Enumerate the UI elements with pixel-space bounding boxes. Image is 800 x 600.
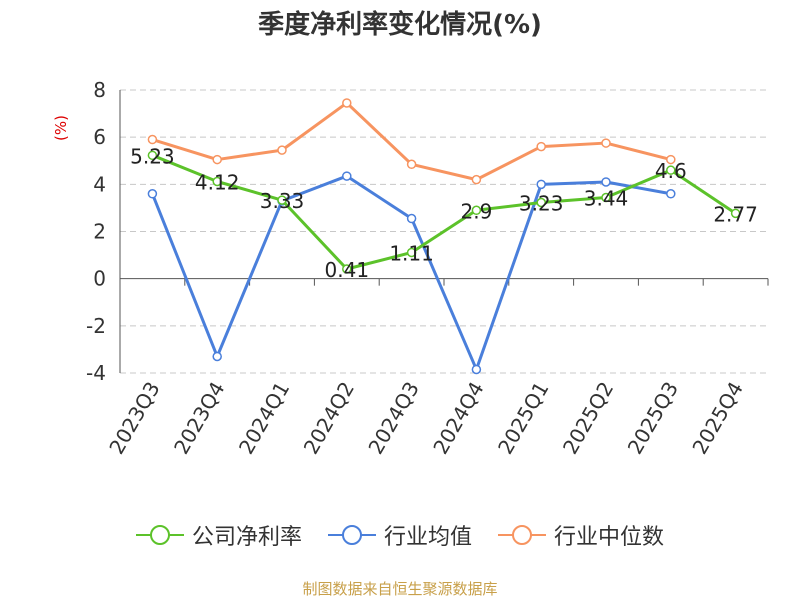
data-point [406, 213, 417, 224]
data-point [666, 165, 676, 175]
data-point [471, 364, 482, 375]
data-label: 4.6 [655, 159, 687, 183]
data-point [601, 192, 611, 203]
data-labels: 5.23 4.12 3.33 0.41 1.11 2.9 3.23 3.44 4.6 2.77 [130, 144, 758, 282]
data-point [342, 98, 352, 108]
y-tick-label: 8 [93, 78, 106, 102]
x-tick-label: 2023Q4 [169, 378, 229, 459]
data-label: 3.44 [584, 187, 629, 211]
data-point [212, 154, 222, 165]
data-point [536, 197, 546, 208]
data-point [342, 264, 352, 274]
y-tick-label: 2 [93, 220, 106, 244]
legend-item-industry-median[interactable]: 行业中位数 [498, 519, 664, 551]
x-tick-label: 2025Q2 [558, 378, 618, 459]
data-point [212, 351, 222, 362]
data-point [536, 141, 546, 152]
data-point [601, 177, 611, 187]
legend-label: 行业中位数 [554, 525, 665, 550]
x-tick-label: 2024Q3 [363, 378, 423, 459]
data-label: 2.9 [460, 199, 492, 223]
data-label: 0.41 [325, 258, 370, 282]
data-point [147, 189, 158, 199]
data-point [666, 154, 676, 165]
legend: 公司净利率 行业均值 行业中位数 [0, 519, 800, 551]
data-source-note: 制图数据来自恒生聚源数据库 [302, 580, 498, 598]
series-lines [147, 98, 741, 375]
x-tick-label: 2024Q4 [428, 378, 488, 459]
y-tick-label: 0 [93, 267, 106, 291]
x-tick-label: 2024Q1 [234, 378, 294, 459]
x-tick-label: 2025Q1 [493, 378, 553, 459]
x-tick-label: 2023Q3 [104, 378, 164, 459]
y-tick-label: 4 [93, 172, 106, 196]
series-1 [147, 171, 676, 375]
data-point [601, 138, 611, 148]
y-tick-label: -2 [86, 314, 106, 338]
data-point [471, 205, 482, 216]
legend-item-company[interactable]: 公司净利率 [135, 519, 302, 551]
y-tick-label: -4 [86, 361, 106, 385]
data-label: 5.23 [130, 144, 175, 168]
data-label: 1.11 [389, 241, 434, 265]
y-tick-label: 6 [93, 125, 106, 149]
data-label: 2.77 [713, 202, 758, 226]
data-point [666, 189, 676, 199]
data-point [406, 159, 417, 170]
chart-title: 季度净利率变化情况(%) [258, 10, 542, 40]
y-axis-label: (%) [52, 115, 70, 141]
data-point [147, 150, 158, 161]
x-tick-label: 2025Q4 [687, 378, 747, 459]
series-0 [147, 150, 741, 274]
data-point [406, 247, 417, 258]
data-point [536, 179, 546, 190]
data-point [277, 195, 287, 205]
data-label: 3.33 [260, 189, 305, 213]
legend-swatch [135, 525, 184, 545]
data-point [342, 171, 352, 181]
data-point [212, 176, 222, 187]
data-label: 4.12 [195, 171, 240, 195]
series-line [151, 153, 737, 271]
data-point [471, 174, 482, 185]
data-point [277, 145, 287, 155]
x-tick-label: 2024Q2 [299, 378, 359, 459]
legend-swatch [498, 525, 546, 545]
data-point [147, 134, 158, 145]
legend-item-industry-mean[interactable]: 行业均值 [327, 519, 472, 551]
legend-swatch [327, 525, 376, 545]
data-point [730, 208, 741, 219]
legend-label: 公司净利率 [191, 525, 302, 550]
legend-label: 行业均值 [383, 525, 472, 550]
x-tick-label: 2025Q3 [623, 378, 683, 459]
data-label: 3.23 [519, 191, 564, 215]
series-2 [147, 98, 676, 185]
